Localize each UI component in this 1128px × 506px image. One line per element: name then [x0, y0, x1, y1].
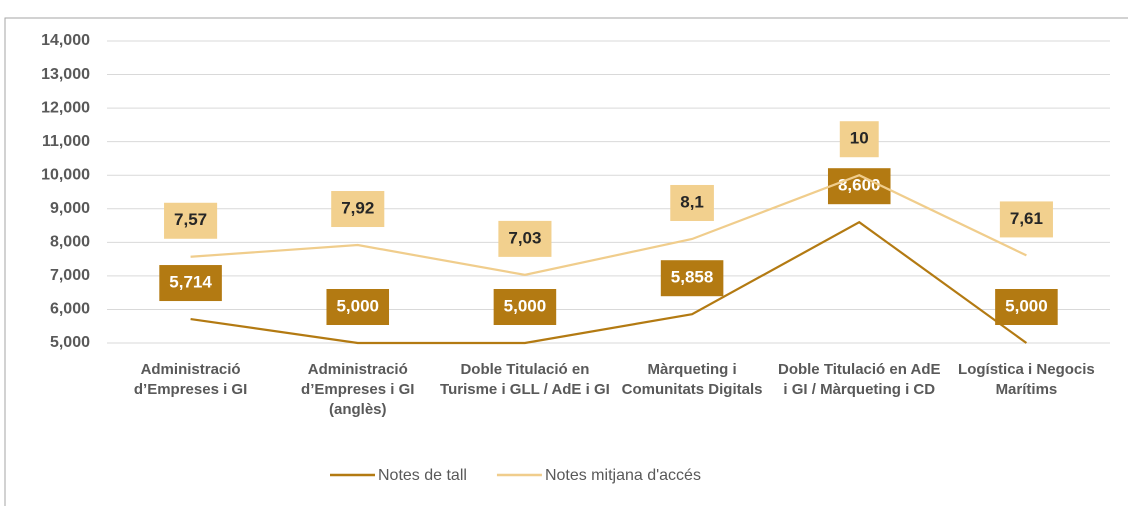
data-label-text: 5,000: [336, 296, 379, 315]
series-line: [190, 174, 1027, 277]
data-label-box: [159, 265, 222, 302]
data-label: 7,03: [498, 220, 552, 257]
data-label-text: 8,600: [838, 176, 881, 195]
y-tick-label: 14,000: [41, 32, 90, 49]
data-label-text: 5,714: [169, 273, 212, 292]
y-tick-label: 10,000: [41, 166, 90, 183]
y-tick-label: 13,000: [41, 66, 90, 83]
data-label-box: [999, 201, 1053, 238]
legend-label: Notes mitjana d'accés: [545, 467, 701, 484]
data-label: 5,714: [159, 265, 222, 302]
y-tick-label: 7,000: [50, 267, 90, 284]
y-tick-label: 11,000: [42, 133, 90, 150]
x-tick-label: Logística i Negocis Marítims: [958, 361, 1095, 398]
data-label-text: 5,000: [504, 296, 547, 315]
data-label: 8,1: [670, 184, 714, 221]
data-label-box: [498, 220, 552, 257]
chart-frame: [4, 17, 1128, 506]
data-label-box: [660, 260, 724, 297]
x-tick-label: Administració d’Empreses i GI: [133, 361, 248, 398]
x-tick-label: Doble Titulació en Turisme i GLL / AdE i…: [440, 361, 610, 398]
data-label: 7,57: [164, 202, 218, 239]
data-label: 5,000: [326, 289, 390, 325]
y-tick-label: 12,000: [41, 99, 90, 116]
data-label-box: [839, 121, 879, 158]
x-tick-label: Màrqueting i Comunitats Digitals: [621, 361, 763, 398]
data-label-text: 5,858: [671, 268, 714, 287]
legend-label: Notes de tall: [378, 467, 467, 484]
data-label-box: [493, 289, 557, 325]
data-label-text: 7,61: [1010, 209, 1043, 228]
y-tick-label: 6,000: [50, 301, 90, 318]
y-tick-label: 5,000: [50, 334, 90, 351]
data-label: 5,000: [995, 289, 1058, 325]
data-label: 10: [839, 121, 879, 158]
x-tick-label: Doble Titulació en AdE i GI / Màrqueting…: [777, 361, 941, 398]
data-label-text: 7,57: [174, 210, 207, 229]
data-label-box: [164, 202, 218, 239]
data-label: 7,61: [999, 201, 1053, 238]
data-label: 5,000: [493, 289, 557, 325]
data-label-text: 7,03: [508, 228, 541, 247]
y-tick-label: 9,000: [50, 200, 90, 217]
series-line: [190, 220, 1028, 345]
data-label-text: 7,92: [341, 199, 374, 218]
data-label-text: 5,000: [1005, 296, 1048, 315]
data-label-text: 10: [850, 129, 869, 148]
x-tick-label: Administració d’Empreses i GI (anglès): [301, 361, 415, 418]
y-tick-label: 8,000: [50, 234, 90, 251]
data-label-box: [326, 289, 390, 325]
data-label-text: 8,1: [680, 192, 704, 211]
data-label-box: [670, 184, 714, 221]
data-label-box: [331, 191, 385, 228]
data-label: 5,858: [660, 260, 724, 297]
data-label: 7,92: [331, 191, 385, 228]
data-label-box: [995, 289, 1058, 325]
